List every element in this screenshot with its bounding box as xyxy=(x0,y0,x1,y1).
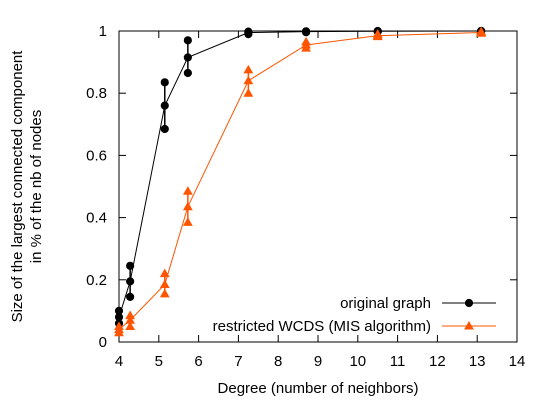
axis-ticks: 4 5 6 7 8 9 10 11 12 13 14 0 0.2 0.4 0.6 0.8 1 xyxy=(86,23,525,370)
data-point xyxy=(243,75,254,85)
series-layer xyxy=(114,26,487,337)
y-tick-label: 0.8 xyxy=(86,85,107,102)
x-tick-label: 5 xyxy=(155,353,163,370)
error-high-marker xyxy=(243,64,254,74)
series-restricted-wcds xyxy=(114,26,487,337)
error-high-marker xyxy=(183,36,192,45)
error-low-marker xyxy=(160,124,169,134)
y-tick-label: 0.6 xyxy=(86,147,107,164)
x-tick-label: 4 xyxy=(115,353,123,370)
y-tick-label: 0.2 xyxy=(86,272,107,289)
y-tick-label: 0.4 xyxy=(86,210,107,227)
y-tick-label: 1 xyxy=(99,23,107,40)
x-tick-label: 10 xyxy=(349,353,366,370)
x-tick-label: 14 xyxy=(509,353,526,370)
data-point xyxy=(182,201,193,211)
error-high-marker xyxy=(159,268,170,278)
data-point xyxy=(126,277,135,286)
series-line xyxy=(118,30,482,318)
data-point xyxy=(301,39,311,49)
y-tick-label: 0 xyxy=(99,334,107,351)
error-low-marker xyxy=(243,88,254,97)
x-tick-label: 9 xyxy=(314,353,322,370)
data-point xyxy=(301,27,311,36)
data-point xyxy=(114,313,124,322)
data-point xyxy=(372,30,383,40)
data-point xyxy=(476,27,487,37)
error-high-marker xyxy=(182,186,193,195)
series-line xyxy=(118,32,482,330)
y-axis-label-line-1: Size of the largest connected component xyxy=(9,50,26,323)
data-point xyxy=(244,28,253,37)
error-low-marker xyxy=(183,68,192,78)
error-low-marker xyxy=(159,288,170,298)
y-axis-label-line-2: in % of the nb of nodes xyxy=(28,110,45,263)
x-tick-label: 13 xyxy=(469,353,486,370)
legend-swatch-marker xyxy=(464,320,474,330)
legend-swatch-marker xyxy=(464,298,474,308)
legend-label: original graph xyxy=(340,295,431,312)
data-point xyxy=(125,315,136,324)
data-point xyxy=(183,53,192,62)
series-original-graph xyxy=(114,26,486,328)
legend: original graph restricted WCDS (MIS algor… xyxy=(213,295,496,335)
error-high-marker xyxy=(160,78,169,87)
data-point xyxy=(160,101,169,110)
error-high-marker xyxy=(126,261,135,270)
legend-label: restricted WCDS (MIS algorithm) xyxy=(213,318,431,335)
x-axis-label: Degree (number of neighbors) xyxy=(218,380,419,397)
error-low-marker xyxy=(126,292,135,302)
x-tick-label: 12 xyxy=(429,353,446,370)
error-low-marker xyxy=(182,217,193,226)
data-point xyxy=(114,324,124,334)
x-tick-label: 7 xyxy=(234,353,242,370)
data-point xyxy=(159,279,170,289)
x-tick-label: 6 xyxy=(194,353,202,370)
error-low-marker xyxy=(125,321,136,331)
x-tick-label: 11 xyxy=(390,353,406,370)
axis-titles: Degree (number of neighbors) Size of the … xyxy=(9,50,418,397)
x-tick-label: 8 xyxy=(274,353,282,370)
